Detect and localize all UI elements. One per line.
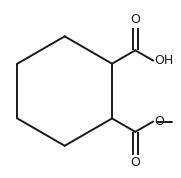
Text: OH: OH [154,54,173,67]
Text: O: O [130,13,140,26]
Text: O: O [130,156,140,169]
Text: O: O [154,115,164,128]
